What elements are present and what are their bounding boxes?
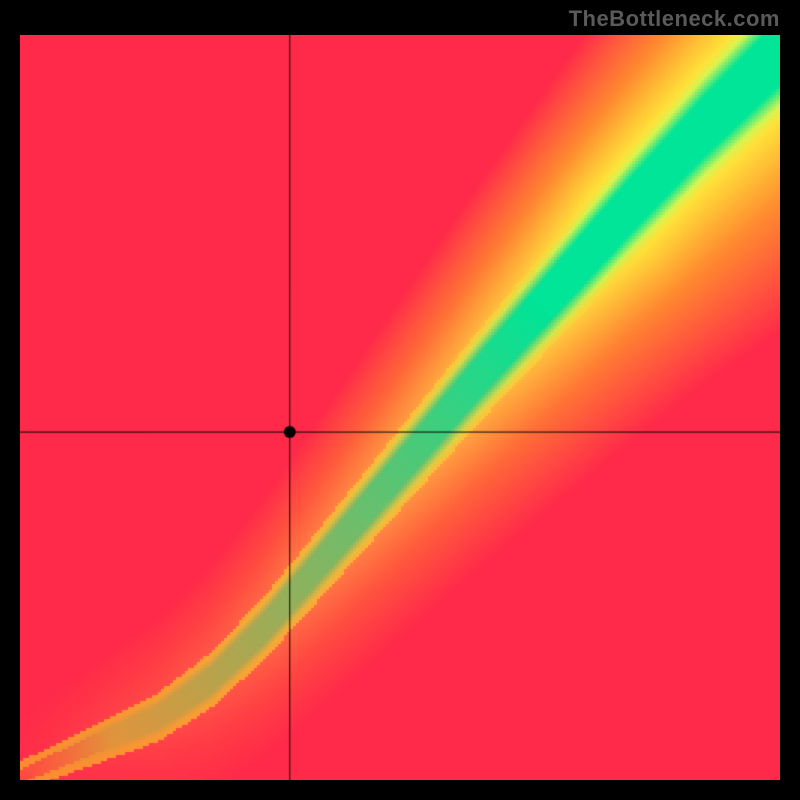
heatmap-plot-area — [20, 35, 780, 780]
chart-container: TheBottleneck.com — [0, 0, 800, 800]
bottleneck-heatmap — [20, 35, 780, 780]
watermark-text: TheBottleneck.com — [569, 6, 780, 32]
